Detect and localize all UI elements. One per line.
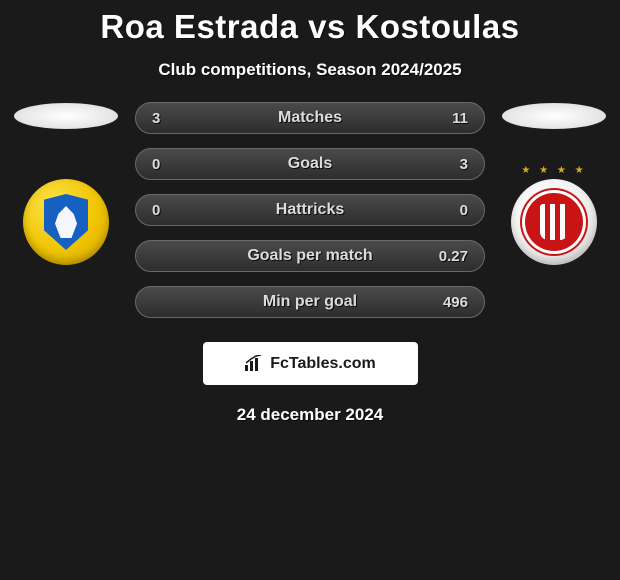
- date-text: 24 december 2024: [0, 405, 620, 425]
- left-side: [11, 102, 121, 265]
- stat-row-gpm: Goals per match 0.27: [135, 240, 485, 272]
- stat-label: Matches: [278, 109, 342, 127]
- left-country-ellipse: [14, 103, 118, 129]
- stat-right-value: 496: [438, 294, 468, 311]
- shield-icon: [44, 194, 88, 250]
- stats-column: 3 Matches 11 0 Goals 3 0 Hattricks 0 Goa…: [135, 102, 485, 318]
- right-club-badge: ★ ★ ★ ★: [511, 179, 597, 265]
- brand-text: FcTables.com: [270, 355, 376, 373]
- stat-label: Goals per match: [247, 247, 372, 265]
- subtitle: Club competitions, Season 2024/2025: [0, 60, 620, 80]
- figure-icon: [55, 206, 77, 238]
- left-club-badge: [23, 179, 109, 265]
- stat-right-value: 0.27: [438, 248, 468, 265]
- stat-left-value: 0: [152, 202, 182, 219]
- stat-label: Hattricks: [276, 201, 344, 219]
- stat-row-hattricks: 0 Hattricks 0: [135, 194, 485, 226]
- right-country-ellipse: [502, 103, 606, 129]
- stat-right-value: 0: [438, 202, 468, 219]
- badge-inner: [525, 193, 583, 251]
- right-side: ★ ★ ★ ★: [499, 102, 609, 265]
- chart-icon: [244, 355, 264, 373]
- page-title: Roa Estrada vs Kostoulas: [0, 0, 620, 46]
- stars-icon: ★ ★ ★ ★: [511, 165, 597, 176]
- stat-right-value: 11: [438, 110, 468, 127]
- stat-row-mpg: Min per goal 496: [135, 286, 485, 318]
- stat-label: Goals: [288, 155, 332, 173]
- stripes-icon: [540, 204, 568, 240]
- stat-row-goals: 0 Goals 3: [135, 148, 485, 180]
- stat-row-matches: 3 Matches 11: [135, 102, 485, 134]
- stat-label: Min per goal: [263, 293, 357, 311]
- stat-right-value: 3: [438, 156, 468, 173]
- main-content: 3 Matches 11 0 Goals 3 0 Hattricks 0 Goa…: [0, 102, 620, 318]
- brand-box[interactable]: FcTables.com: [203, 342, 418, 385]
- stat-left-value: 3: [152, 110, 182, 127]
- stat-left-value: 0: [152, 156, 182, 173]
